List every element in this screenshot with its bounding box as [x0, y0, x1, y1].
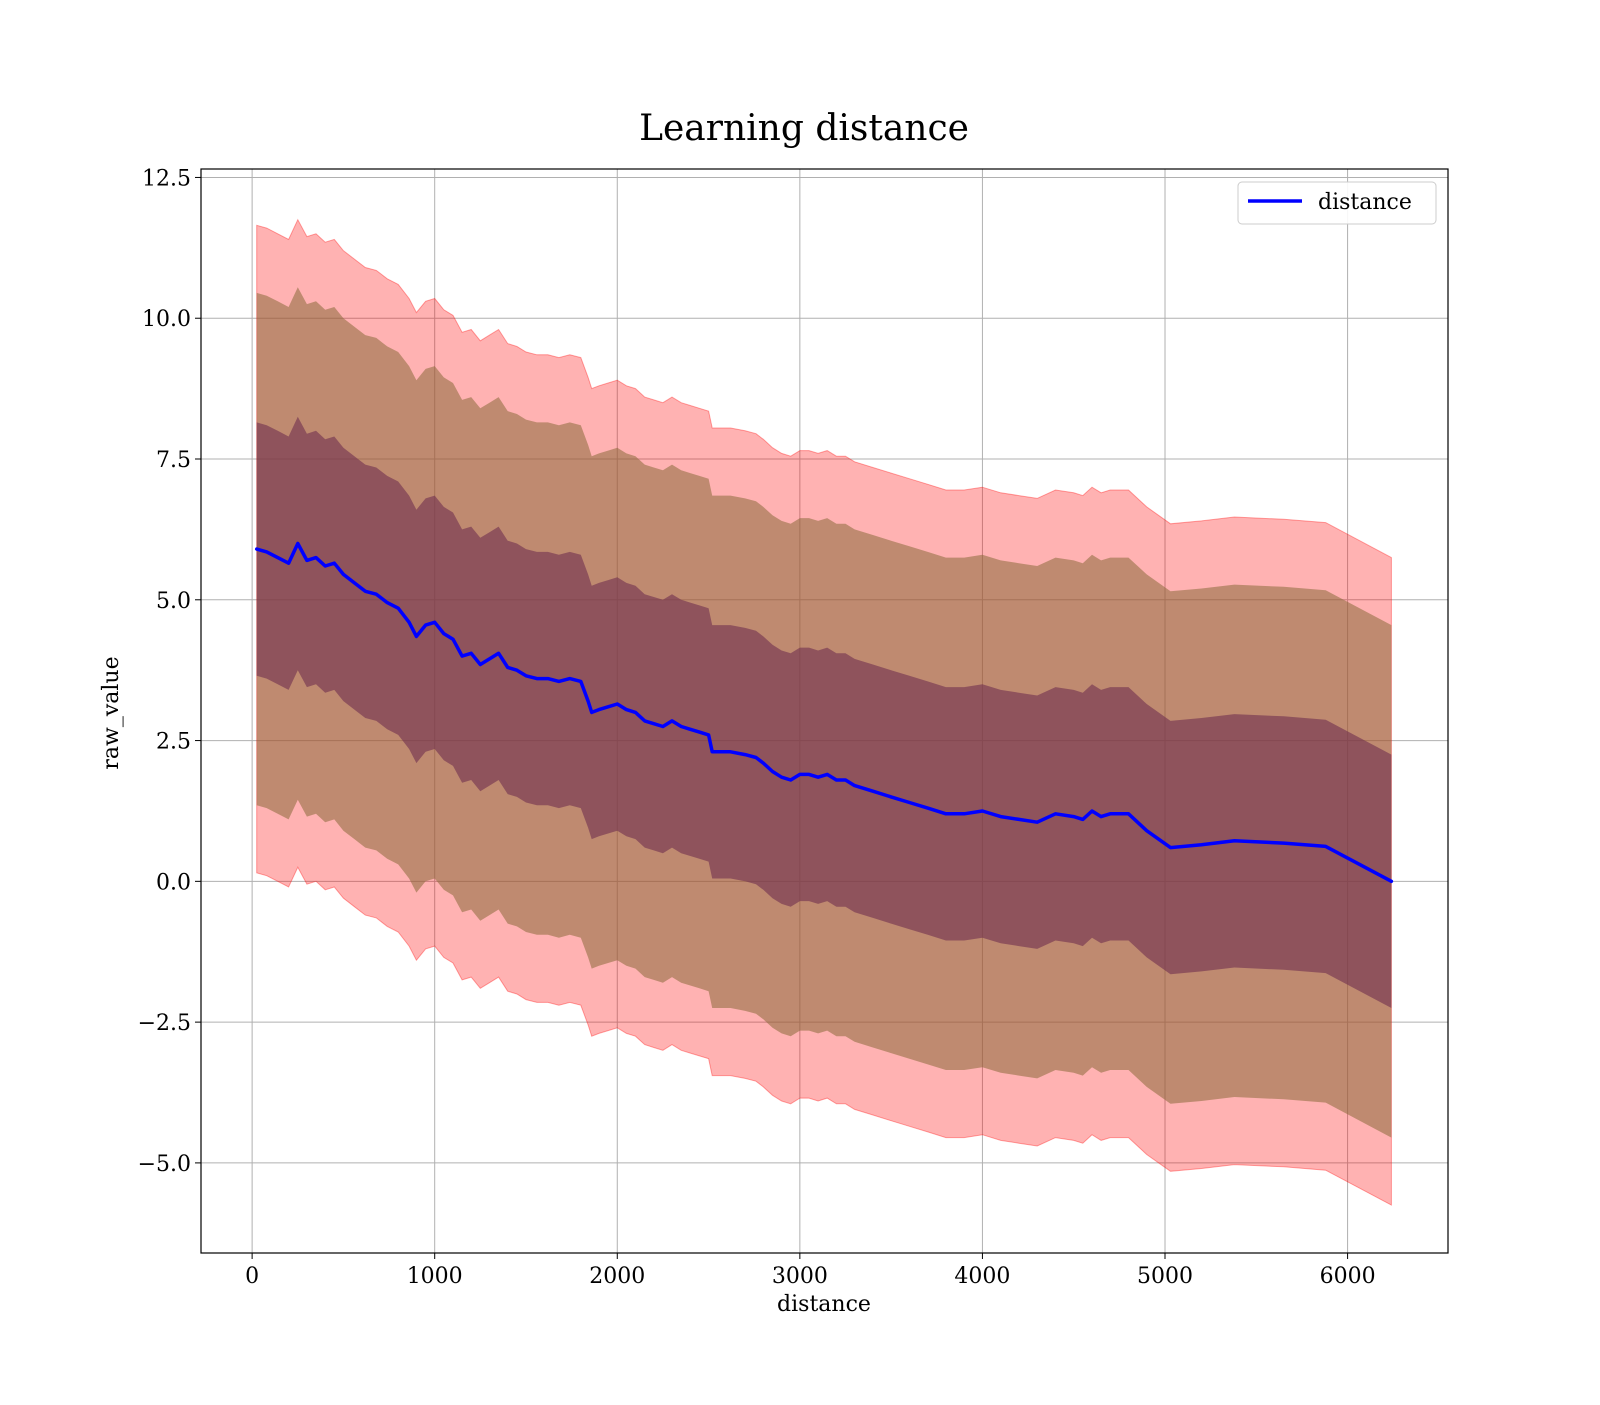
series-lines [254, 541, 1394, 884]
legend: distance [1237, 181, 1437, 225]
y-tick-label: 12.5 [142, 166, 191, 191]
legend-box [1237, 181, 1437, 225]
y-tick-label: 5.0 [156, 589, 191, 614]
y-tick-label: −2.5 [138, 1011, 191, 1036]
legend-label-distance: distance [1318, 190, 1412, 215]
band-inner [256, 416, 1392, 1008]
series-line-distance [254, 541, 1394, 884]
x-tick-label: 5000 [1137, 1264, 1193, 1289]
axis-ticks: 0 1000 2000 3000 4000 5000 6000 12.5 10.0 7.5 5.0 2… [138, 166, 1376, 1289]
chart-title: Learning distance [639, 108, 969, 149]
x-tick-label: 6000 [1320, 1264, 1376, 1289]
confidence-bands [256, 218, 1392, 1206]
x-tick-label: 4000 [954, 1264, 1010, 1289]
y-tick-label: 0.0 [156, 870, 191, 895]
x-axis-label: distance [777, 1292, 871, 1317]
y-tick-label: 7.5 [156, 448, 191, 473]
plot-area-frame [200, 168, 1449, 1254]
x-tick-label: 1000 [407, 1264, 463, 1289]
x-tick-label: 3000 [772, 1264, 828, 1289]
x-tick-label: 0 [245, 1264, 259, 1289]
y-tick-label: 2.5 [156, 730, 191, 755]
y-axis-label: raw_value [99, 656, 124, 769]
y-tick-label: −5.0 [138, 1152, 191, 1177]
x-tick-label: 2000 [589, 1264, 645, 1289]
y-tick-label: 10.0 [142, 307, 191, 332]
